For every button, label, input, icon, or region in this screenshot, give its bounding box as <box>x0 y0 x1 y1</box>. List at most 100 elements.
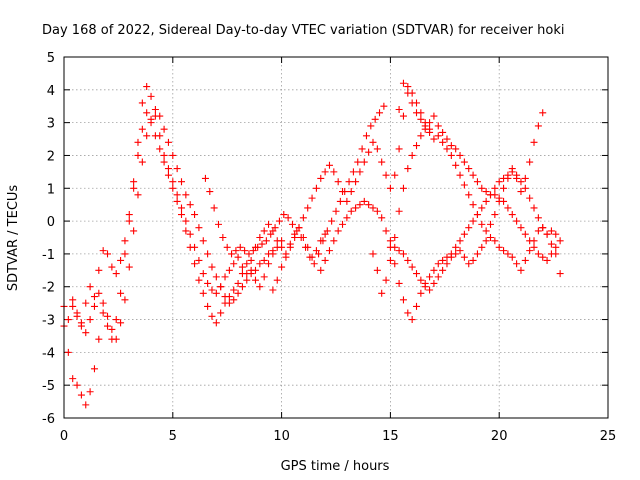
data-point <box>460 253 468 261</box>
data-point <box>413 270 421 278</box>
data-point <box>251 266 259 274</box>
data-points <box>60 79 564 409</box>
data-point <box>349 168 357 176</box>
data-point <box>210 204 218 212</box>
data-point <box>526 237 534 245</box>
data-point <box>199 270 207 278</box>
data-point <box>547 250 555 258</box>
data-point <box>421 279 429 287</box>
data-point <box>491 191 499 199</box>
data-point <box>339 188 347 196</box>
data-point <box>304 204 312 212</box>
series-track-8 <box>317 168 564 324</box>
data-point <box>556 237 564 245</box>
data-point <box>299 214 307 222</box>
data-point <box>225 299 233 307</box>
data-point <box>99 247 107 255</box>
x-tick-label: 25 <box>600 429 617 444</box>
data-point <box>380 102 388 110</box>
data-point <box>228 250 236 258</box>
data-point <box>500 184 508 192</box>
data-point <box>500 174 508 182</box>
data-point <box>306 253 314 261</box>
data-point <box>262 237 270 245</box>
data-point <box>95 266 103 274</box>
data-point <box>504 250 512 258</box>
data-point <box>125 211 133 219</box>
series-track-6 <box>395 79 547 235</box>
data-point <box>391 171 399 179</box>
data-point <box>332 207 340 215</box>
data-point <box>234 289 242 297</box>
data-point <box>352 178 360 186</box>
data-point <box>280 211 288 219</box>
x-tick-label: 15 <box>382 429 399 444</box>
data-point <box>99 309 107 317</box>
data-point <box>321 256 329 264</box>
data-point <box>452 161 460 169</box>
data-point <box>130 178 138 186</box>
data-point <box>99 299 107 307</box>
data-point <box>241 247 249 255</box>
data-point <box>217 309 225 317</box>
data-point <box>417 276 425 284</box>
data-point <box>404 309 412 317</box>
data-point <box>204 279 212 287</box>
data-point <box>117 319 125 327</box>
data-point <box>325 247 333 255</box>
data-point <box>495 178 503 186</box>
data-point <box>267 230 275 238</box>
data-point <box>399 296 407 304</box>
data-point <box>221 273 229 281</box>
data-point <box>238 263 246 271</box>
data-point <box>269 247 277 255</box>
data-point <box>443 260 451 268</box>
data-point <box>212 319 220 327</box>
data-point <box>64 316 72 324</box>
data-point <box>315 250 323 258</box>
data-point <box>452 243 460 251</box>
x-tick-label: 0 <box>60 429 68 444</box>
data-point <box>256 234 264 241</box>
data-point <box>173 191 181 199</box>
data-point <box>356 201 364 209</box>
data-point <box>417 132 425 140</box>
data-point <box>486 220 494 228</box>
data-point <box>291 234 299 241</box>
data-point <box>369 138 377 146</box>
data-point <box>399 112 407 120</box>
data-point <box>151 106 159 114</box>
data-point <box>182 217 190 225</box>
data-point <box>230 286 238 294</box>
data-point <box>230 260 238 268</box>
data-point <box>104 250 112 258</box>
data-point <box>386 184 394 192</box>
data-point <box>164 138 172 146</box>
data-point <box>286 243 294 251</box>
data-point <box>186 243 194 251</box>
data-point <box>373 266 381 274</box>
data-point <box>504 171 512 179</box>
data-point <box>434 260 442 268</box>
data-point <box>156 112 164 120</box>
data-point <box>265 260 273 268</box>
data-point <box>547 240 555 248</box>
data-point <box>186 201 194 209</box>
data-point <box>517 188 525 196</box>
data-point <box>430 112 438 120</box>
data-point <box>482 197 490 205</box>
data-point <box>508 253 516 261</box>
data-point <box>236 243 244 251</box>
data-point <box>208 286 216 294</box>
data-point <box>447 151 455 159</box>
data-point <box>408 151 416 159</box>
data-point <box>69 302 77 310</box>
data-point <box>219 234 227 241</box>
data-point <box>500 197 508 205</box>
data-point <box>478 220 486 228</box>
data-point <box>95 289 103 297</box>
data-point <box>69 296 77 304</box>
x-axis-label: GPS time / hours <box>281 459 390 474</box>
data-point <box>456 237 464 245</box>
data-point <box>439 138 447 146</box>
